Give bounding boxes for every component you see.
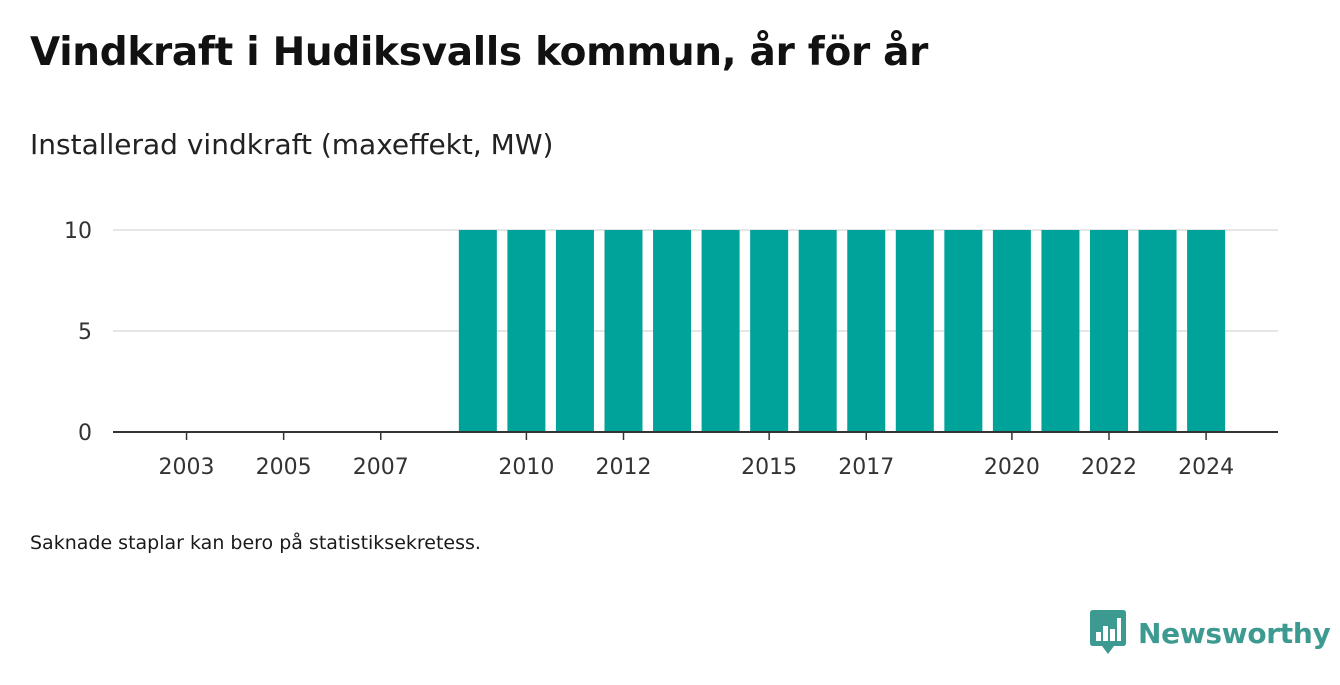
bar-2009 bbox=[458, 230, 497, 432]
newsworthy-brand[interactable]: Newsworthy bbox=[1090, 610, 1331, 656]
x-tick-label: 2005 bbox=[256, 455, 312, 480]
bars bbox=[458, 230, 1226, 432]
bar-2012 bbox=[604, 230, 643, 432]
bar-2020 bbox=[992, 230, 1031, 432]
bar-2015 bbox=[750, 230, 789, 432]
x-tick-label: 2017 bbox=[838, 455, 894, 480]
x-tick-label: 2024 bbox=[1178, 455, 1234, 480]
x-tick-label: 2020 bbox=[984, 455, 1040, 480]
chart-subtitle: Installerad vindkraft (maxeffekt, MW) bbox=[30, 128, 554, 161]
bar-2013 bbox=[653, 230, 692, 432]
bar-2024 bbox=[1187, 230, 1226, 432]
x-tick-label: 2007 bbox=[353, 455, 409, 480]
brand-name: Newsworthy bbox=[1138, 616, 1331, 650]
bar-2022 bbox=[1090, 230, 1128, 432]
x-axis-ticks: 2003 2005 2007 2010 2012 2015 2017 2020 2022 2024 bbox=[113, 431, 1278, 480]
bar-2014 bbox=[701, 230, 740, 432]
x-tick-label: 2012 bbox=[596, 455, 652, 480]
bar-2023 bbox=[1138, 230, 1177, 432]
bar-2011 bbox=[555, 230, 594, 432]
y-tick-label: 5 bbox=[78, 320, 92, 345]
footnote: Saknade staplar kan bero på statistiksek… bbox=[30, 532, 481, 554]
y-tick-label: 0 bbox=[78, 421, 92, 446]
bar-2021 bbox=[1041, 230, 1080, 432]
x-tick-label: 2022 bbox=[1081, 455, 1137, 480]
bar-2016 bbox=[798, 230, 837, 432]
chart-title: Vindkraft i Hudiksvalls kommun, år för å… bbox=[30, 30, 929, 75]
bar-2018 bbox=[895, 230, 934, 432]
newsworthy-logo-icon bbox=[1090, 610, 1126, 654]
x-tick-label: 2015 bbox=[741, 455, 797, 480]
grid-lines bbox=[113, 229, 1278, 332]
bar-chart: 0 5 10 2003 2005 2007 2010 2012 2015 2017 2020 202… bbox=[64, 219, 1278, 480]
x-tick-label: 2003 bbox=[159, 455, 215, 480]
y-axis-ticks: 0 5 10 bbox=[64, 219, 92, 446]
bar-2017 bbox=[847, 230, 886, 432]
bar-2019 bbox=[944, 230, 983, 432]
y-tick-label: 10 bbox=[64, 219, 92, 244]
bar-2010 bbox=[507, 230, 546, 432]
x-tick-label: 2010 bbox=[498, 455, 554, 480]
